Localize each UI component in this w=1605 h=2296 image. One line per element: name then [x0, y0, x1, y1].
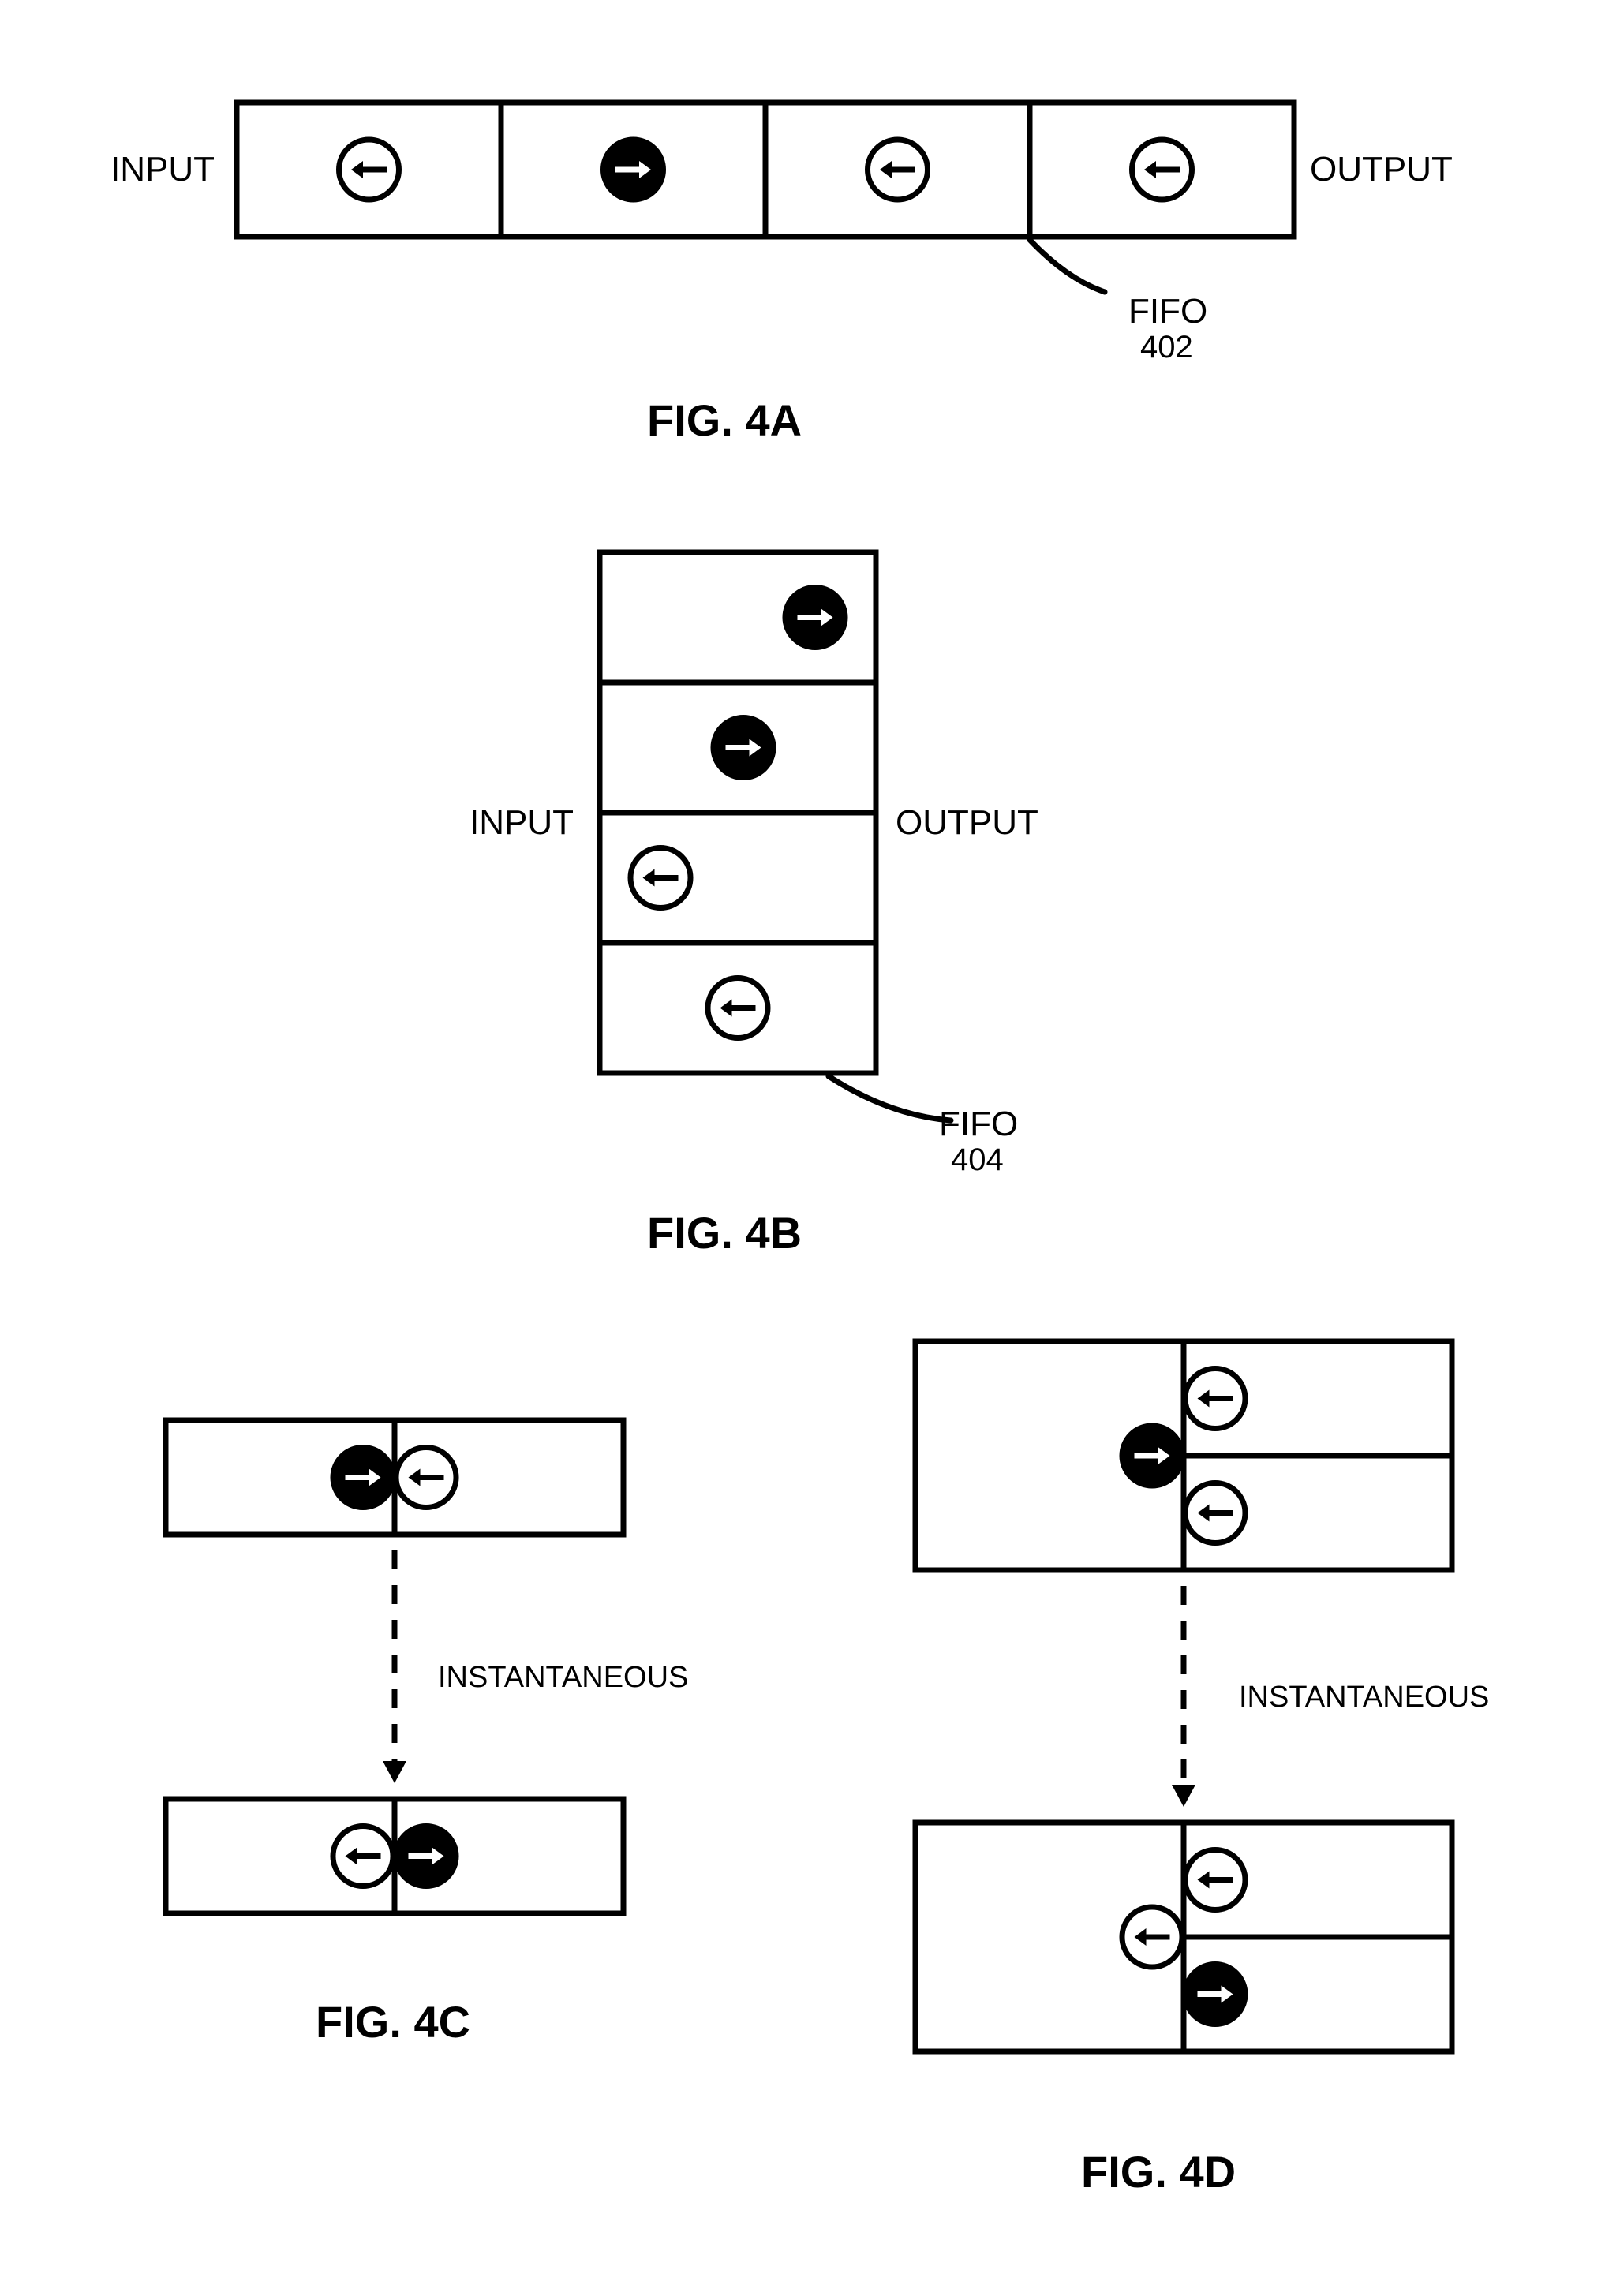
- fig-4c-svg: [0, 1341, 805, 2051]
- fig-4d-svg: [805, 1294, 1605, 2241]
- fig-4a-svg: [0, 0, 1605, 442]
- fig-4d-mid-label: INSTANTANEOUS: [1239, 1681, 1489, 1715]
- fig-4b-callout2: 404: [951, 1142, 1004, 1178]
- fig-4a-callout2: 402: [1140, 330, 1193, 365]
- fig-4a-output-label: OUTPUT: [1310, 150, 1453, 189]
- fig-4d-caption: FIG. 4D: [1081, 2146, 1236, 2197]
- fig-4a-input-label: INPUT: [110, 150, 215, 189]
- fig-4b-caption: FIG. 4B: [647, 1207, 802, 1258]
- fig-4a-caption: FIG. 4A: [647, 395, 802, 446]
- fig-4c-mid-label: INSTANTANEOUS: [438, 1661, 688, 1695]
- fig-4c-caption: FIG. 4C: [316, 1996, 470, 2047]
- fig-4b-output-label: OUTPUT: [896, 803, 1038, 843]
- fig-4b-callout1: FIFO: [939, 1105, 1018, 1144]
- fig-4b-input-label: INPUT: [470, 803, 574, 843]
- fig-4b-svg: [0, 489, 1605, 1278]
- fig-4a-callout1: FIFO: [1128, 292, 1207, 331]
